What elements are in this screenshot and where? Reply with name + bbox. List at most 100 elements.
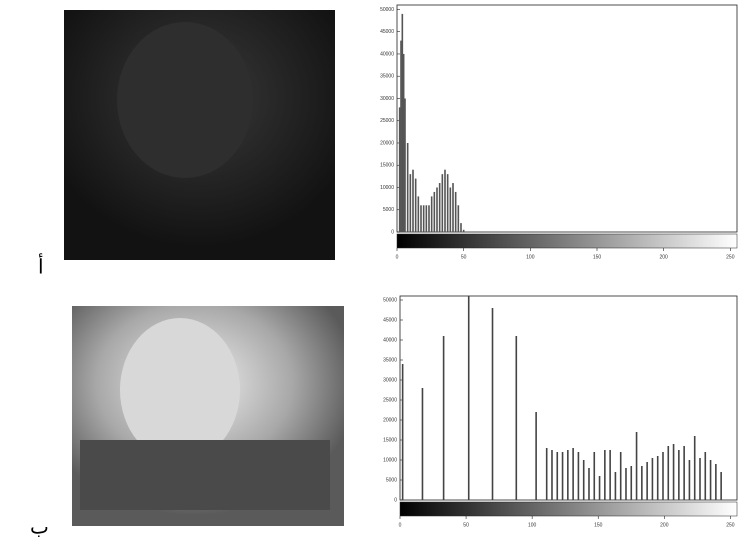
colorbar bbox=[397, 234, 737, 248]
y-tick-label: 25000 bbox=[383, 397, 397, 403]
x-tick-label: 250 bbox=[726, 254, 735, 260]
bar bbox=[426, 205, 428, 232]
bar bbox=[704, 452, 706, 500]
bar bbox=[404, 98, 406, 232]
bar bbox=[588, 468, 590, 500]
panel-label: أ bbox=[38, 252, 44, 278]
bar bbox=[436, 187, 438, 232]
bar bbox=[562, 452, 564, 500]
bar bbox=[431, 196, 433, 232]
bar bbox=[450, 187, 452, 232]
bar bbox=[460, 223, 462, 232]
bar bbox=[699, 458, 701, 500]
y-tick-label: 15000 bbox=[380, 163, 394, 169]
bar bbox=[641, 466, 643, 500]
y-tick-label: 50000 bbox=[383, 297, 397, 303]
bar bbox=[468, 296, 470, 500]
bar bbox=[402, 364, 404, 500]
x-tick-label: 250 bbox=[726, 522, 735, 528]
bar bbox=[689, 460, 691, 500]
y-tick-label: 30000 bbox=[380, 96, 394, 102]
bar bbox=[420, 205, 422, 232]
x-tick-label: 100 bbox=[528, 522, 537, 528]
y-tick-label: 20000 bbox=[380, 140, 394, 146]
x-tick-label: 100 bbox=[526, 254, 535, 260]
x-tick-label: 150 bbox=[593, 254, 602, 260]
panel-label: ب bbox=[30, 516, 49, 538]
y-tick-label: 10000 bbox=[380, 185, 394, 191]
photo-figure bbox=[117, 22, 253, 178]
bar bbox=[458, 205, 460, 232]
bar bbox=[630, 466, 632, 500]
bar bbox=[662, 452, 664, 500]
y-tick-label: 35000 bbox=[383, 357, 397, 363]
bar bbox=[620, 452, 622, 500]
x-tick-label: 150 bbox=[594, 522, 603, 528]
y-tick-label: 5000 bbox=[383, 207, 394, 213]
bar bbox=[463, 230, 465, 232]
bar bbox=[443, 336, 445, 500]
bar bbox=[683, 446, 685, 500]
bar bbox=[556, 452, 558, 500]
bar bbox=[422, 388, 424, 500]
bar bbox=[657, 456, 659, 500]
bar bbox=[455, 192, 457, 232]
bar bbox=[720, 472, 722, 500]
bar bbox=[428, 205, 430, 232]
bar bbox=[515, 336, 517, 500]
bar bbox=[710, 460, 712, 500]
y-tick-label: 5000 bbox=[386, 477, 397, 483]
bar bbox=[615, 472, 617, 500]
bar bbox=[667, 446, 669, 500]
y-tick-label: 0 bbox=[391, 229, 394, 235]
y-tick-label: 20000 bbox=[383, 417, 397, 423]
x-tick-label: 50 bbox=[463, 522, 469, 528]
figure: أ ب 050001000015000200002500030000350004… bbox=[0, 0, 742, 546]
bar bbox=[578, 452, 580, 500]
y-tick-label: 0 bbox=[394, 497, 397, 503]
y-tick-label: 15000 bbox=[383, 437, 397, 443]
bar bbox=[546, 448, 548, 500]
x-tick-label: 0 bbox=[399, 522, 402, 528]
bar bbox=[652, 458, 654, 500]
y-tick-label: 45000 bbox=[380, 29, 394, 35]
y-tick-label: 30000 bbox=[383, 377, 397, 383]
bar bbox=[410, 174, 412, 232]
bar bbox=[447, 174, 449, 232]
y-tick-label: 45000 bbox=[383, 317, 397, 323]
y-tick-label: 50000 bbox=[380, 7, 394, 13]
bar bbox=[673, 444, 675, 500]
y-tick-label: 35000 bbox=[380, 74, 394, 80]
y-tick-label: 40000 bbox=[383, 337, 397, 343]
bar bbox=[535, 412, 537, 500]
bar bbox=[415, 179, 417, 232]
x-tick-label: 0 bbox=[396, 254, 399, 260]
bar bbox=[444, 170, 446, 232]
bar bbox=[583, 460, 585, 500]
bar bbox=[715, 464, 717, 500]
bar bbox=[646, 462, 648, 500]
bar bbox=[418, 196, 420, 232]
bar bbox=[604, 450, 606, 500]
y-tick-label: 40000 bbox=[380, 51, 394, 57]
bar bbox=[423, 205, 425, 232]
bar bbox=[567, 450, 569, 500]
bar bbox=[492, 308, 494, 500]
bar bbox=[442, 174, 444, 232]
bar bbox=[439, 183, 441, 232]
bar bbox=[412, 170, 414, 232]
photo-figure bbox=[80, 440, 330, 510]
colorbar bbox=[400, 502, 737, 516]
bar bbox=[694, 436, 696, 500]
bar bbox=[572, 448, 574, 500]
bar bbox=[593, 452, 595, 500]
bar bbox=[625, 468, 627, 500]
bar bbox=[636, 432, 638, 500]
y-tick-label: 10000 bbox=[383, 457, 397, 463]
bar bbox=[434, 192, 436, 232]
bar bbox=[407, 143, 409, 232]
x-tick-label: 50 bbox=[461, 254, 467, 260]
bar bbox=[599, 476, 601, 500]
bar bbox=[609, 450, 611, 500]
x-tick-label: 200 bbox=[660, 522, 669, 528]
